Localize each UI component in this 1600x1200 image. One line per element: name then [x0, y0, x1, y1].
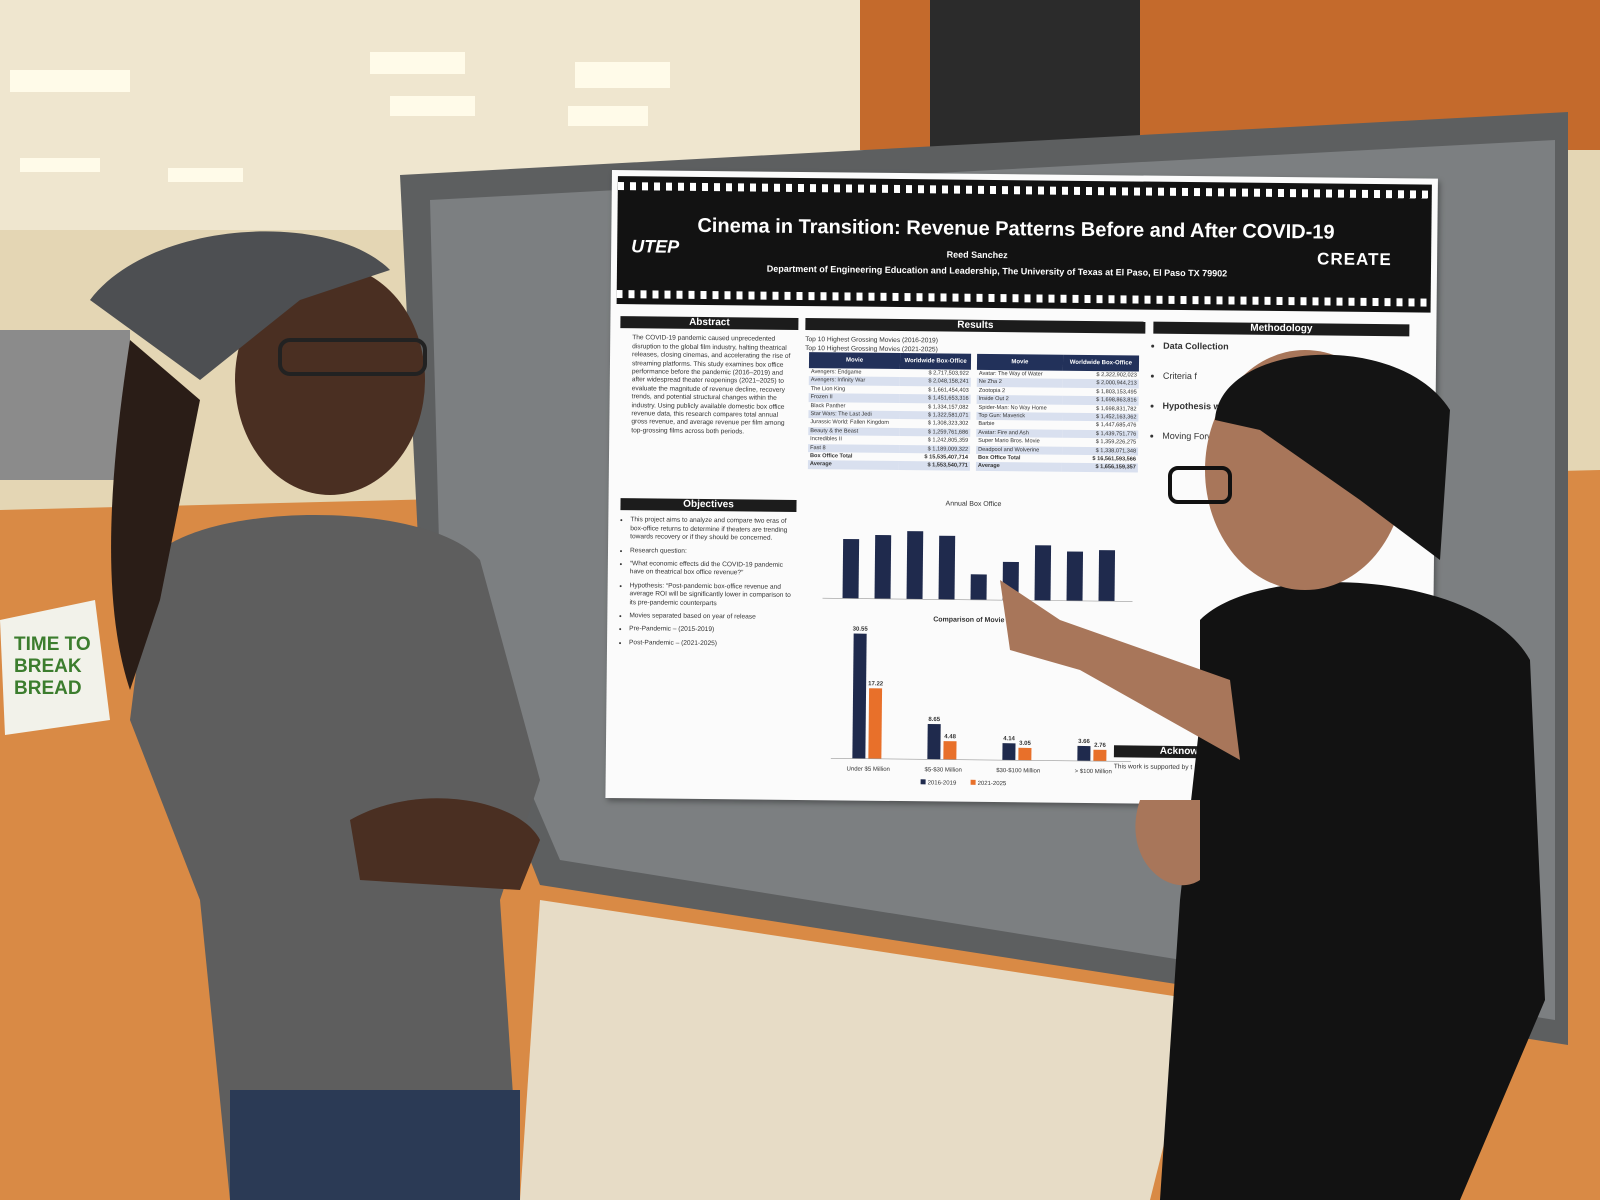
table-cell: $ 1,553,540,771	[898, 461, 970, 471]
objective: Movies separated based on year of releas…	[629, 612, 795, 622]
x-tick-label: $5-$30 Million	[925, 767, 962, 773]
table-cell: Average	[807, 460, 900, 470]
header-cell: Movie	[976, 353, 1063, 371]
objective-list: This project aims to analyze and compare…	[619, 517, 796, 650]
header-cell: Movie	[808, 352, 901, 370]
poster: UTEP Cinema in Transition: Revenue Patte…	[605, 170, 1438, 807]
table: Movie Worldwide Box-Office Avengers: Endga…	[807, 352, 972, 471]
tote-bag: TIME TO BREAK BREAD	[0, 600, 110, 735]
table: Movie Worldwide Box-Office Avatar: The Way…	[975, 353, 1140, 473]
section-heading: Methodology	[1153, 321, 1410, 337]
objective: Research question:	[630, 547, 796, 557]
table-row: Average $ 1,656,159,357	[975, 462, 1138, 473]
x-tick-label: $30-$100 Million	[996, 768, 1040, 774]
table-cell: $ 1,656,159,357	[1061, 463, 1138, 473]
method-item: Hypothesis was validated.	[1162, 400, 1408, 415]
bar	[927, 723, 941, 760]
x-tick-label: Under $5 Million	[847, 766, 890, 772]
affiliation: Department of Engineering Education and …	[766, 263, 1228, 279]
axis	[830, 758, 1131, 762]
annual-bar	[906, 531, 924, 600]
tote-line: BREAD	[14, 678, 82, 699]
dark-curtain	[930, 0, 1140, 150]
objective: “What economic effects did the COVID-19 …	[630, 560, 796, 579]
tote-text: TIME TO BREAK BREAD	[14, 634, 91, 699]
acknowledgements: Acknow This work is supported by t	[1114, 745, 1244, 773]
value-label: 4.48	[944, 734, 956, 740]
chart-title: Annual Box Office	[946, 501, 1002, 509]
annual-bar	[874, 535, 892, 599]
ceiling-lights	[10, 52, 670, 182]
annual-bar	[842, 538, 860, 599]
table-row: Average $ 1,553,540,771	[807, 460, 970, 471]
side-board	[0, 330, 130, 480]
bar	[943, 741, 957, 760]
abstract: Abstract The COVID-19 pandemic caused un…	[619, 316, 799, 437]
x-tick-label: > $100 Million	[1075, 769, 1112, 775]
objective: Pre-Pandemic – (2015-2019)	[629, 626, 795, 636]
acknowledgement-text: This work is supported by t	[1113, 763, 1193, 772]
film-strip	[617, 182, 1432, 199]
value-label: 3.05	[1019, 741, 1031, 747]
table-header: Movie Worldwide Box-Office	[808, 352, 972, 370]
tables: Top 10 Highest Grossing Movies (2016-201…	[805, 336, 1145, 473]
bar	[1093, 749, 1107, 762]
objective: Post-Pandemic – (2021-2025)	[629, 639, 795, 649]
annual-bar	[1034, 545, 1052, 601]
bar	[852, 633, 867, 759]
author: Reed Sanchez	[946, 249, 1008, 261]
bar	[1018, 747, 1032, 761]
annual-bar	[1066, 551, 1084, 601]
film-strip	[616, 290, 1431, 307]
annual-bar	[1098, 550, 1116, 602]
methodology-list: Data Collection Criteria f Hypothesis was …	[1152, 340, 1409, 445]
tote-line: BREAK	[14, 656, 82, 677]
value-label: 17.22	[868, 681, 884, 687]
objectives: Objectives This project aims to analyze …	[619, 498, 797, 654]
legend-label: 2021-2025	[978, 781, 1007, 787]
table-header: Movie Worldwide Box-Office	[976, 353, 1140, 372]
legend-swatch	[970, 779, 976, 785]
annual-bar	[1002, 561, 1019, 601]
method-item: Data Collection	[1163, 340, 1409, 355]
chart-title: Comparison of Movie R	[933, 616, 1011, 624]
logo: CREATE	[1317, 249, 1392, 270]
bar	[868, 688, 883, 759]
tote-line: TIME TO	[14, 634, 91, 655]
value-label: 3.66	[1078, 739, 1090, 745]
objective: This project aims to analyze and compare…	[630, 517, 796, 544]
section-heading: Abstract	[620, 316, 799, 331]
section-heading: Acknow	[1113, 745, 1244, 760]
abstract-text: The COVID-19 pandemic caused unprecedent…	[631, 334, 791, 436]
poster-title: Cinema in Transition: Revenue Patterns B…	[697, 214, 1335, 244]
section-heading: Results	[805, 318, 1146, 334]
results: Results Top 10 Highest Grossing Movies (…	[800, 318, 1146, 797]
bar	[1077, 745, 1091, 762]
objective: Hypothesis: “Post-pandemic box-office re…	[629, 582, 795, 609]
header-cell: Worldwide Box-Office	[1062, 354, 1140, 372]
value-label: 2.76	[1094, 743, 1106, 749]
bar	[1002, 743, 1016, 761]
methodology: Methodology Data Collection Criteria f Hyp…	[1152, 321, 1410, 463]
value-label: 8.65	[928, 717, 940, 723]
charts: Annual Box Office Comparison of Movie R Un…	[822, 501, 1133, 787]
table-cell: Average	[975, 462, 1062, 472]
legend-label: 2016-2019	[928, 780, 957, 786]
value-label: 4.14	[1003, 736, 1015, 742]
method-item: Criteria f	[1163, 370, 1409, 385]
value-label: 30.55	[853, 627, 869, 633]
floor-tile	[520, 900, 1200, 1200]
legend-swatch	[920, 779, 926, 785]
annual-bar	[970, 574, 987, 600]
poster-header: UTEP Cinema in Transition: Revenue Patte…	[616, 176, 1432, 313]
annual-bar	[938, 535, 956, 600]
method-item: Moving Forward	[1162, 430, 1408, 445]
section-heading: Objectives	[620, 498, 797, 513]
header-cell: Worldwide Box-Office	[900, 353, 972, 370]
